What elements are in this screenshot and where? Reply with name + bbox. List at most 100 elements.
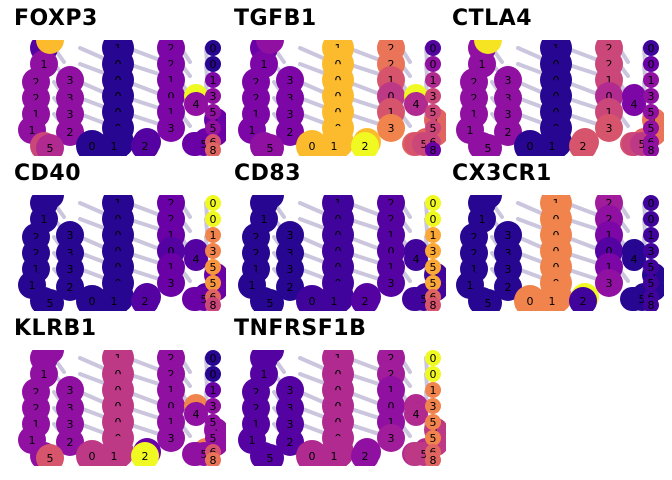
node-label: 4 (413, 408, 420, 421)
node-label: 4 (631, 98, 638, 111)
node-label: 2 (606, 58, 613, 71)
node-circle (205, 297, 221, 311)
node-circle (425, 120, 441, 136)
node-circle (205, 142, 221, 156)
gene-panel-ctla4: CTLA401221133332571000000012210134244113… (438, 0, 664, 158)
node-label: 5 (201, 293, 208, 306)
cluster-node: 0 (643, 195, 659, 211)
cluster-node: 0 (425, 350, 441, 366)
node-label: 3 (287, 418, 294, 431)
node-label: 0 (89, 295, 96, 308)
cluster-node: 5 (425, 104, 441, 120)
node-circle (184, 402, 208, 426)
cluster-node: 0 (425, 40, 441, 56)
node-label: 1 (249, 124, 256, 137)
node-circle (205, 243, 221, 259)
node-label: 3 (606, 277, 613, 290)
node-label: 1 (29, 124, 36, 137)
cluster-node: 1 (425, 382, 441, 398)
node-label: 2 (33, 92, 40, 105)
node-label: 0 (168, 245, 175, 258)
cluster-node: 5 (643, 104, 659, 120)
node-label: 1 (430, 74, 437, 87)
panel-title: TGFB1 (234, 6, 317, 31)
node-label: 3 (210, 90, 217, 103)
cluster-node: 1 (425, 227, 441, 243)
node-label: 2 (168, 58, 175, 71)
node-label: 5 (430, 261, 437, 274)
node-label: 5 (648, 106, 655, 119)
node-label: 0 (309, 295, 316, 308)
node-label: 5 (210, 416, 217, 429)
node-circle (56, 118, 84, 146)
node-label: 1 (41, 213, 48, 226)
node-label: 3 (388, 277, 395, 290)
gene-panel-foxp3: FOXP301221133332571000000012210134244113… (0, 0, 226, 158)
node-circle (425, 452, 441, 466)
node-label: 3 (210, 400, 217, 413)
node-circle (318, 440, 350, 466)
cluster-node: 7 (474, 195, 502, 209)
node-label: 3 (287, 247, 294, 260)
cluster-node: 1 (98, 285, 130, 311)
node-label: 2 (253, 92, 260, 105)
node-label: 3 (67, 418, 74, 431)
cluster-node: 2 (56, 428, 84, 456)
node-label: 2 (505, 126, 512, 139)
node-label: 3 (505, 92, 512, 105)
node-label: 0 (648, 213, 655, 226)
node-circle (425, 382, 441, 398)
node-label: 1 (651, 269, 658, 282)
node-label: 3 (287, 92, 294, 105)
node-circle (404, 92, 428, 116)
cluster-node: 8 (205, 452, 221, 466)
node-label: 2 (168, 213, 175, 226)
node-label: 7 (267, 195, 274, 198)
node-label: 1 (41, 368, 48, 381)
node-circle (98, 440, 130, 466)
cluster-graph: 0122113333257100000001221013424411334500… (456, 40, 664, 156)
panel-title: TNFRSF1B (234, 316, 367, 341)
node-label: 3 (388, 122, 395, 135)
node-label: 1 (41, 58, 48, 71)
node-label: 0 (388, 90, 395, 103)
node-label: 2 (33, 247, 40, 260)
cluster-node: 5 (256, 444, 284, 466)
node-circle (205, 366, 221, 382)
node-label: 5 (267, 297, 274, 310)
node-circle (131, 442, 159, 466)
cluster-node: 3 (205, 243, 221, 259)
node-circle (205, 227, 221, 243)
cluster-node: 8 (425, 142, 441, 156)
panel-title: CTLA4 (452, 6, 533, 31)
node-label: 3 (287, 229, 294, 242)
node-circle (256, 289, 284, 311)
node-label: 0 (527, 295, 534, 308)
cluster-node: 1 (318, 285, 350, 311)
node-label: 2 (168, 368, 175, 381)
cluster-node: 7 (36, 350, 64, 364)
cluster-node: 3 (425, 243, 441, 259)
node-label: 7 (267, 350, 274, 353)
node-label: 0 (210, 197, 217, 210)
node-label: 0 (527, 140, 534, 153)
node-label: 1 (471, 263, 478, 276)
node-circle (205, 398, 221, 414)
cluster-node: 2 (276, 118, 304, 146)
cluster-node: 0 (205, 56, 221, 72)
node-label: 3 (505, 74, 512, 87)
cluster-node: 4 (404, 247, 428, 271)
node-label: 2 (606, 213, 613, 226)
node-circle (318, 130, 350, 156)
cluster-node: 2 (569, 132, 597, 156)
node-label: 0 (309, 140, 316, 153)
node-label: 3 (287, 74, 294, 87)
node-label: 7 (267, 40, 274, 43)
node-label: 2 (287, 126, 294, 139)
cluster-node: 2 (276, 428, 304, 456)
node-label: 1 (261, 368, 268, 381)
cluster-graph: 0122113333257100000001221013424411334500… (18, 195, 226, 311)
node-label: 0 (210, 213, 217, 226)
node-label: 2 (471, 92, 478, 105)
node-label: 3 (210, 245, 217, 258)
